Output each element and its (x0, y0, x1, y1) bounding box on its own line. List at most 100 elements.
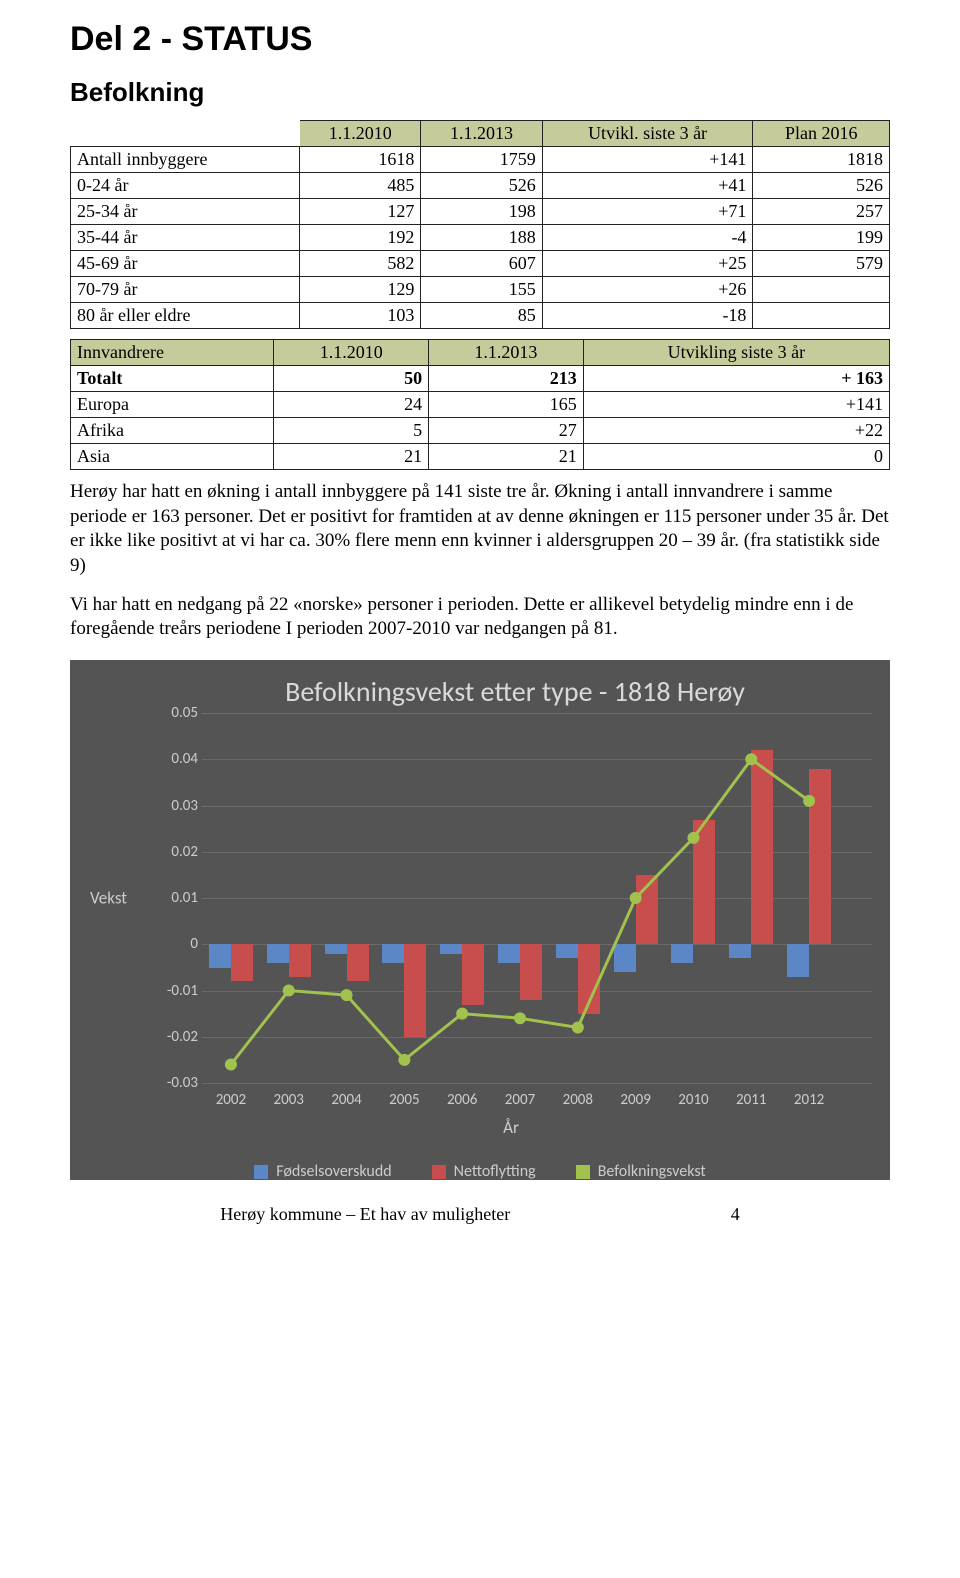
table-cell: 526 (753, 173, 890, 199)
y-tick-label: 0.02 (154, 843, 198, 861)
page-title: Del 2 - STATUS (70, 20, 890, 59)
gridline (202, 1083, 872, 1084)
table-cell: 192 (300, 225, 421, 251)
legend-item: Nettoflytting (432, 1162, 536, 1181)
x-tick-label: 2005 (374, 1091, 434, 1109)
table-cell: 582 (300, 251, 421, 277)
x-tick-label: 2002 (201, 1091, 261, 1109)
table-cell: 24 (274, 392, 429, 418)
table-cell: 607 (421, 251, 542, 277)
paragraph-1: Herøy har hatt en økning i antall innbyg… (70, 480, 890, 579)
legend-swatch (432, 1165, 446, 1179)
chart-legend: Fødselsoverskudd Nettoflytting Befolknings… (88, 1162, 872, 1181)
table-cell: 21 (429, 444, 584, 470)
y-tick-label: 0.01 (154, 889, 198, 907)
table-cell: 25-34 år (71, 199, 300, 225)
table-header: Utvikling siste 3 år (583, 340, 889, 366)
table-cell: -4 (542, 225, 753, 251)
table-cell: Europa (71, 392, 274, 418)
footer-text: Herøy kommune – Et hav av muligheter (220, 1204, 510, 1224)
table-cell: + 163 (583, 366, 889, 392)
table-cell: 21 (274, 444, 429, 470)
y-tick-label: 0.03 (154, 797, 198, 815)
chart-plot-area: Vekst -0.03-0.02-0.0100.010.020.030.040.… (150, 713, 872, 1083)
paragraph-2: Vi har hatt en nedgang på 22 «norske» pe… (70, 593, 890, 642)
table-cell: +41 (542, 173, 753, 199)
plot-area: 2002200320042005200620072008200920102011… (202, 713, 872, 1083)
page-number: 4 (731, 1204, 740, 1224)
table-cell: 213 (429, 366, 584, 392)
table-cell: Afrika (71, 418, 274, 444)
table-cell: 85 (421, 303, 542, 329)
table-header: 1.1.2010 (300, 121, 421, 147)
x-tick-label: 2007 (490, 1091, 550, 1109)
table-cell: 579 (753, 251, 890, 277)
table-cell (753, 303, 890, 329)
table-cell: 188 (421, 225, 542, 251)
table-cell: 1618 (300, 147, 421, 173)
table-cell: +25 (542, 251, 753, 277)
table-header: Innvandrere (71, 340, 274, 366)
y-tick-label: -0.03 (154, 1074, 198, 1092)
page-footer: Herøy kommune – Et hav av muligheter 4 (70, 1204, 890, 1225)
table-cell: 199 (753, 225, 890, 251)
table-cell: +141 (583, 392, 889, 418)
table-cell: 0-24 år (71, 173, 300, 199)
table-cell: +22 (583, 418, 889, 444)
chart-container: Befolkningsvekst etter type - 1818 Herøy… (70, 660, 890, 1180)
y-tick-label: 0.04 (154, 750, 198, 768)
legend-label: Fødselsoverskudd (276, 1162, 391, 1181)
y-axis-label: Vekst (90, 888, 127, 909)
table-cell: 165 (429, 392, 584, 418)
table-cell: 127 (300, 199, 421, 225)
table-demographics: 1.1.20101.1.2013Utvikl. siste 3 årPlan 2… (70, 120, 890, 329)
y-tick-label: -0.02 (154, 1028, 198, 1046)
x-axis-label: År (150, 1117, 872, 1138)
x-tick-label: 2004 (317, 1091, 377, 1109)
table-cell: Totalt (71, 366, 274, 392)
x-tick-label: 2010 (663, 1091, 723, 1109)
table-cell: 526 (421, 173, 542, 199)
x-tick-label: 2006 (432, 1091, 492, 1109)
table-cell: 0 (583, 444, 889, 470)
table-cell: 1759 (421, 147, 542, 173)
table-cell: 103 (300, 303, 421, 329)
y-tick-label: -0.01 (154, 982, 198, 1000)
section-title: Befolkning (70, 77, 890, 108)
line-series (202, 713, 872, 1083)
x-tick-label: 2008 (548, 1091, 608, 1109)
table-cell: 198 (421, 199, 542, 225)
table-cell: 35-44 år (71, 225, 300, 251)
table-header: 1.1.2010 (274, 340, 429, 366)
table-cell: 485 (300, 173, 421, 199)
table-immigrants: Innvandrere1.1.20101.1.2013Utvikling sis… (70, 339, 890, 470)
x-tick-label: 2012 (779, 1091, 839, 1109)
table-cell: 257 (753, 199, 890, 225)
table-header: 1.1.2013 (429, 340, 584, 366)
table-cell: Antall innbyggere (71, 147, 300, 173)
table-cell: -18 (542, 303, 753, 329)
x-tick-label: 2009 (606, 1091, 666, 1109)
table-header: Utvikl. siste 3 år (542, 121, 753, 147)
y-tick-label: 0 (154, 935, 198, 953)
legend-swatch (254, 1165, 268, 1179)
table-cell: 27 (429, 418, 584, 444)
x-tick-label: 2003 (259, 1091, 319, 1109)
table-cell: 45-69 år (71, 251, 300, 277)
table-cell: 1818 (753, 147, 890, 173)
legend-swatch (576, 1165, 590, 1179)
table-cell: 155 (421, 277, 542, 303)
legend-label: Nettoflytting (454, 1162, 536, 1181)
chart-title: Befolkningsvekst etter type - 1818 Herøy (158, 674, 872, 709)
table-cell: Asia (71, 444, 274, 470)
table-cell: 129 (300, 277, 421, 303)
table-cell: 80 år eller eldre (71, 303, 300, 329)
table-header (71, 121, 300, 147)
legend-item: Befolkningsvekst (576, 1162, 706, 1181)
table-cell: +26 (542, 277, 753, 303)
table-cell: 5 (274, 418, 429, 444)
table-cell: +141 (542, 147, 753, 173)
table-cell (753, 277, 890, 303)
x-tick-label: 2011 (721, 1091, 781, 1109)
table-header: 1.1.2013 (421, 121, 542, 147)
